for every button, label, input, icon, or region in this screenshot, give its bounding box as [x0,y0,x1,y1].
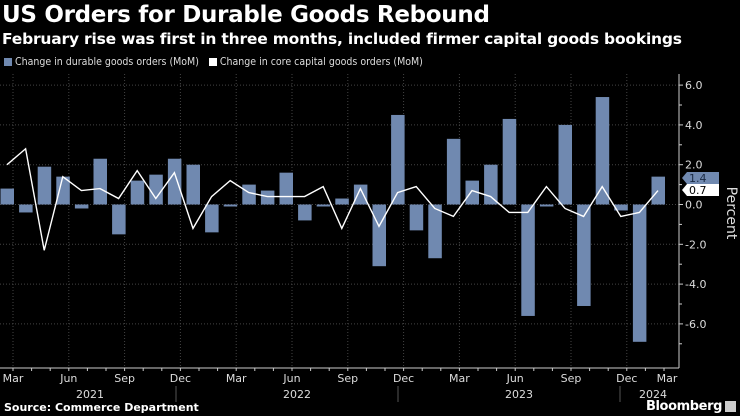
bloomberg-terminal-icon [725,401,736,412]
x-year-label: 2023 [505,388,533,401]
legend-label-durable: Change in durable goods orders (MoM) [15,56,199,68]
y-tick-label: -2.0 [685,238,706,251]
bar-2024-01 [632,204,647,342]
y-tick-label: 4.0 [685,119,703,132]
bar-2022-07 [298,204,312,221]
bar-2021-09 [112,204,126,235]
bar-2021-08 [93,158,107,205]
bar-2023-04 [465,180,479,205]
legend-swatch-durable [4,58,12,66]
x-tick-label: Dec [170,372,191,385]
x-year-label: 2022 [283,388,311,401]
bar-2022-11 [372,204,386,267]
last-value-tag-durable [682,172,719,184]
bar-2023-06 [502,118,517,205]
bar-2023-09 [558,124,572,205]
x-tick-label: Dec [616,372,637,385]
bar-2024-02 [651,176,665,205]
last-value-tag-core [682,184,719,196]
y-tick-label: -4.0 [685,278,706,291]
x-tick-label: Jun [506,372,524,385]
brand-logo: Bloomberg [645,399,722,414]
y-axis-label: Percent [723,187,739,240]
bar-2021-05 [37,166,52,205]
bar-2022-04 [242,184,256,205]
bar-2022-08 [316,204,331,207]
bar-2022-05 [260,190,275,205]
bar-2023-03 [446,138,461,205]
legend: Change in durable goods orders (MoM) Cha… [4,56,423,68]
bar-2022-12 [391,114,405,205]
y-tick-label: 6.0 [685,79,703,92]
last-value-label-durable: 1.4 [689,172,707,185]
bar-2022-03 [223,204,238,207]
x-tick-label: Mar [449,372,470,385]
y-tick-label: -6.0 [685,318,706,331]
y-tick-label: 0.0 [685,199,703,212]
legend-swatch-core [208,58,217,66]
x-tick-label: Sep [561,372,582,385]
bar-2022-09 [335,198,349,205]
bar-2023-01 [409,204,424,231]
bar-2023-05 [484,164,498,205]
x-tick-label: Mar [3,372,24,385]
bar-2021-04 [19,204,33,213]
legend-item-core: Change in core capital goods orders (MoM… [208,56,423,68]
bar-2023-07 [521,204,535,316]
x-tick-label: Jun [59,372,77,385]
chart-subtitle: February rise was first in three months,… [2,30,682,48]
bar-2023-11 [595,97,610,205]
bar-2021-12 [167,158,182,205]
bar-2023-08 [539,204,554,207]
core-capital-goods-line [6,147,659,251]
x-tick-label: Mar [657,372,678,385]
bar-2022-01 [186,164,200,205]
bar-2022-02 [205,204,219,233]
x-year-label: 2024 [639,388,667,401]
bar-2023-12 [614,204,628,211]
bar-2021-11 [149,174,163,205]
last-value-label-core: 0.7 [689,184,707,197]
bar-2023-10 [577,204,591,306]
x-tick-label: Jun [282,372,300,385]
bar-2021-07 [74,204,89,209]
x-tick-label: Sep [337,372,358,385]
bar-2021-03 [0,188,14,205]
legend-item-durable: Change in durable goods orders (MoM) [4,56,199,68]
source-note: Source: Commerce Department [4,401,199,414]
bar-2021-10 [130,180,145,205]
legend-label-core: Change in core capital goods orders (MoM… [219,56,423,68]
bar-2021-06 [56,176,70,205]
bar-2022-10 [353,184,368,205]
x-year-label: 2021 [76,388,104,401]
bar-2023-02 [428,204,442,259]
x-tick-label: Mar [226,372,247,385]
bar-2022-06 [279,172,293,205]
chart-title: US Orders for Durable Goods Rebound [2,2,490,28]
x-tick-label: Sep [114,372,135,385]
x-tick-label: Dec [393,372,414,385]
y-tick-label: 2.0 [685,159,703,172]
